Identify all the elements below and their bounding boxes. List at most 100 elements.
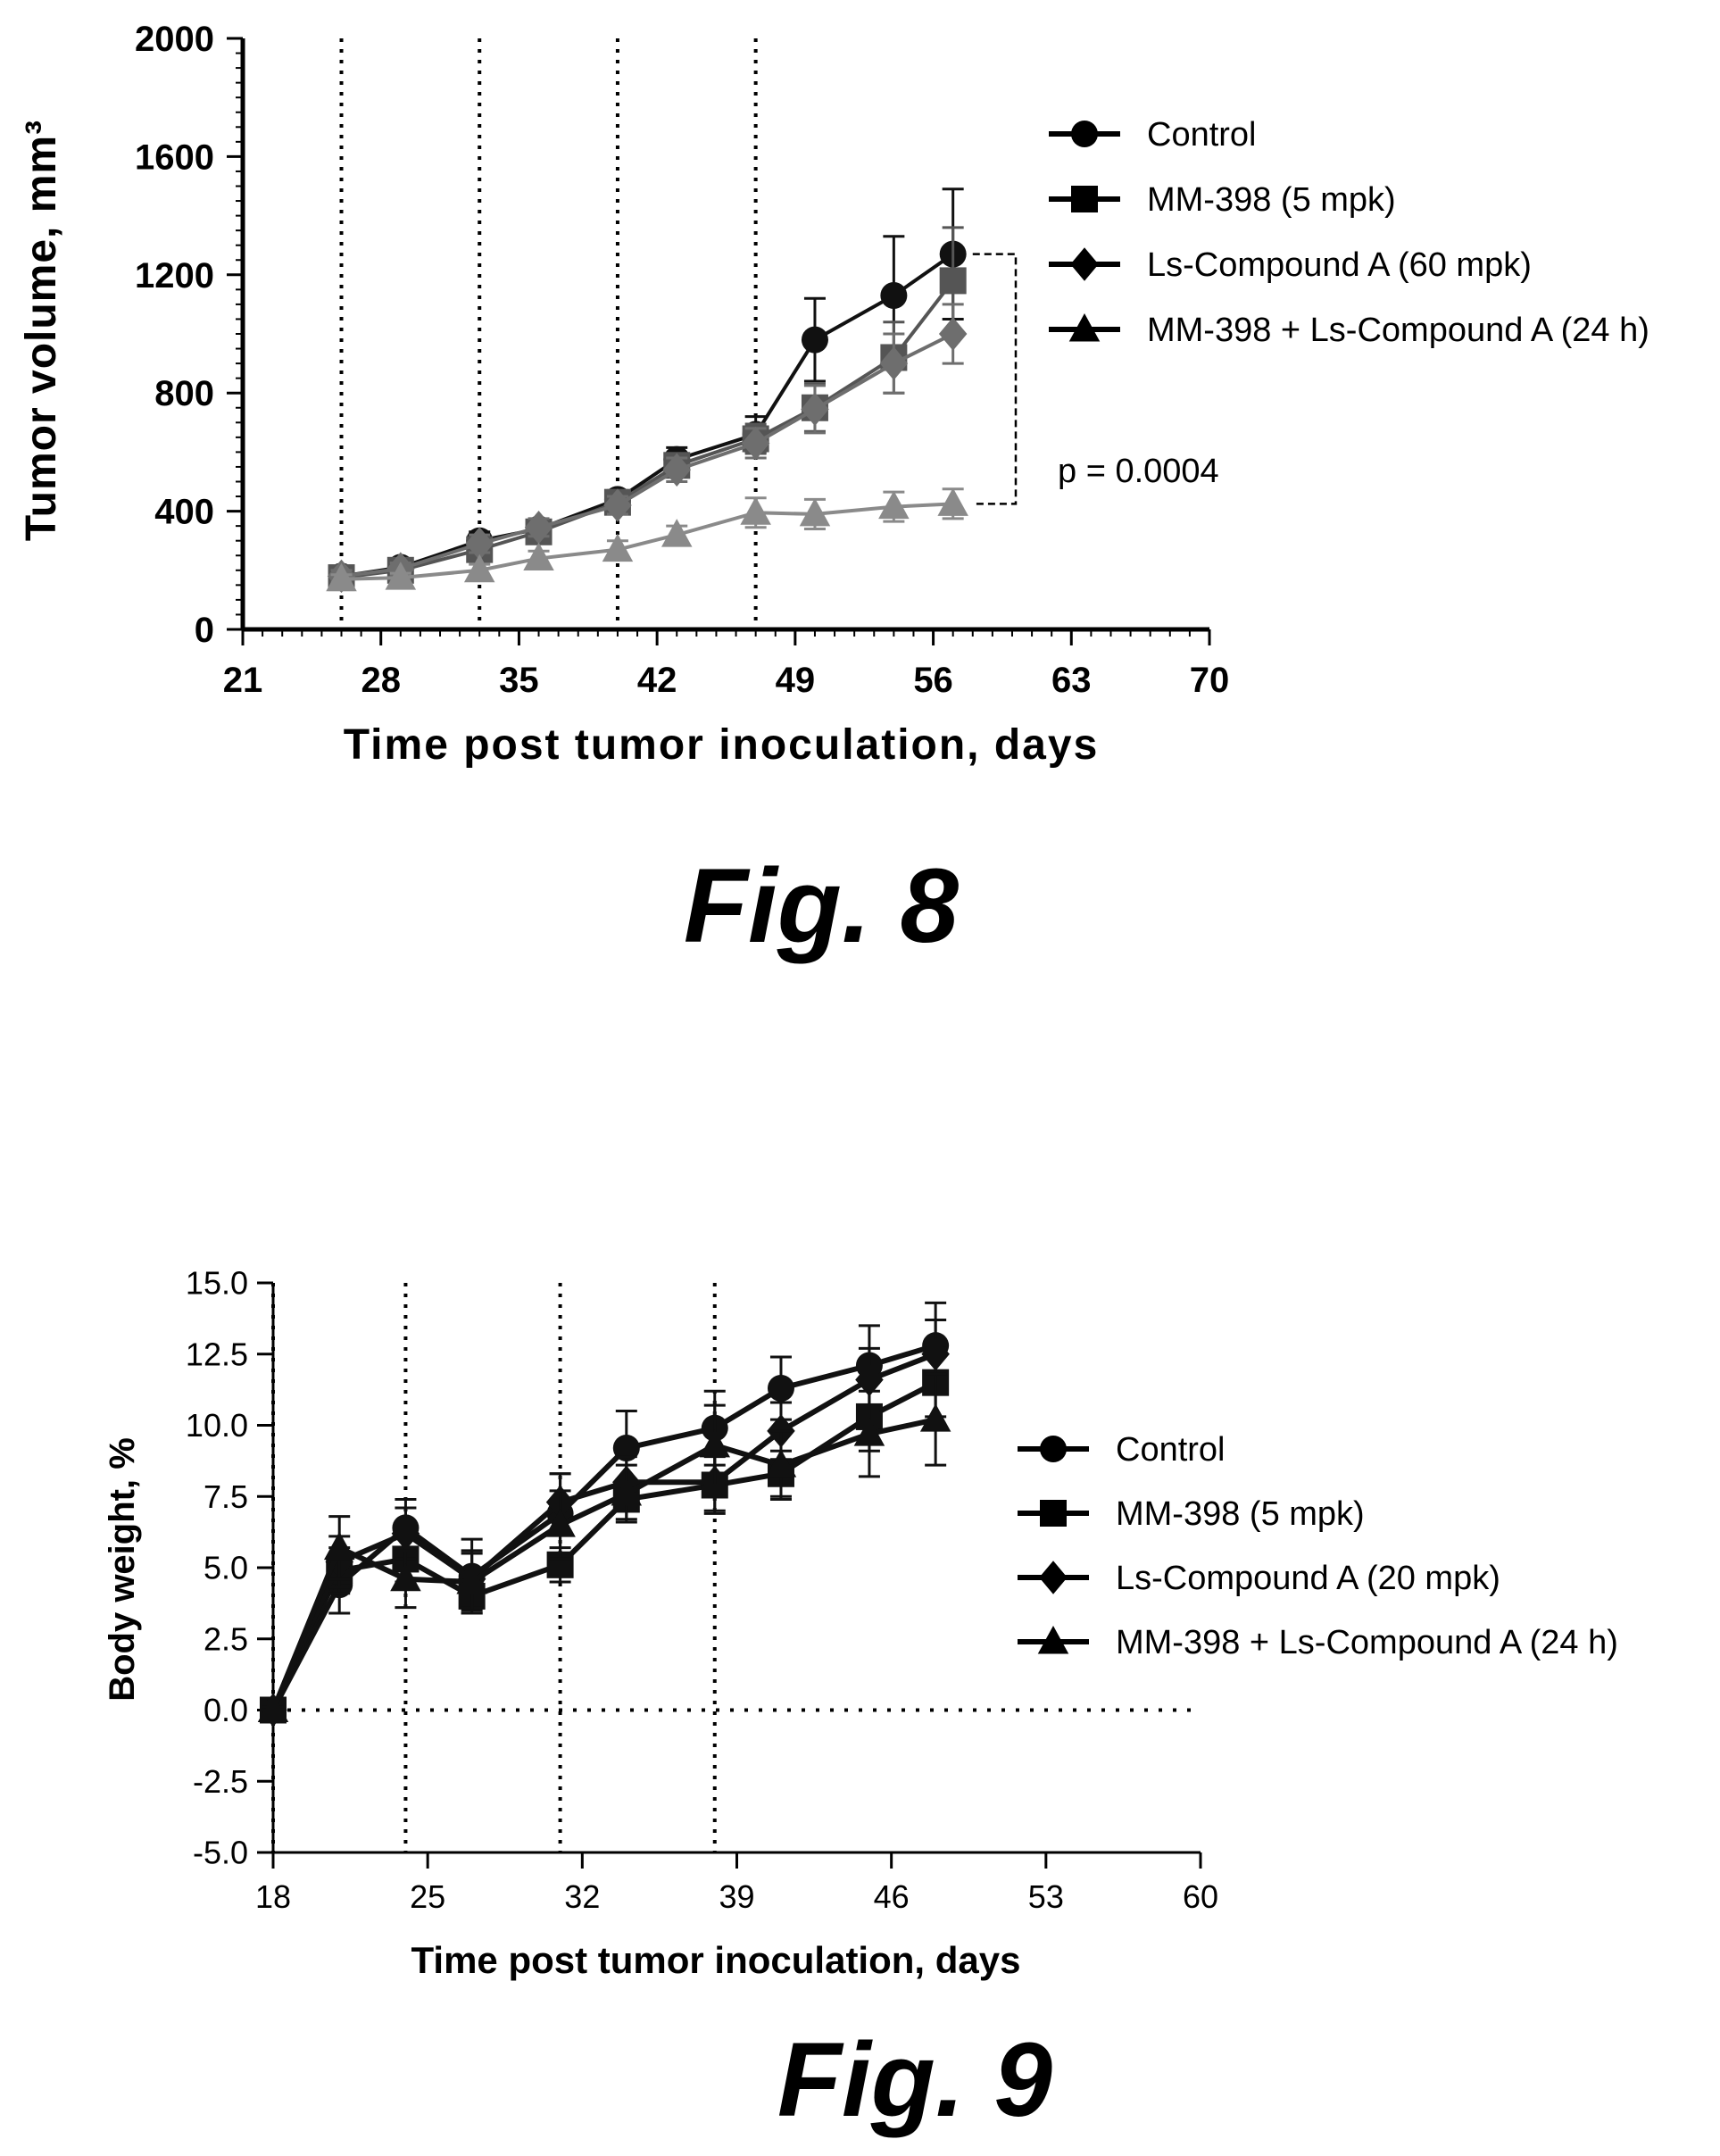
legend-label: Control xyxy=(1116,1431,1226,1469)
x-tick-label: 21 xyxy=(223,661,263,700)
series-line xyxy=(270,1417,936,1711)
data-point xyxy=(391,1516,420,1551)
legend-marker-square xyxy=(1071,186,1098,212)
data-point xyxy=(740,496,771,525)
y-tick-label: 400 xyxy=(154,493,214,532)
legend-label: Ls-Compound A (60 mpk) xyxy=(1147,246,1532,284)
series-3 xyxy=(257,1372,951,1722)
x-tick-label: 32 xyxy=(564,1878,600,1915)
data-point xyxy=(385,562,417,590)
data-point xyxy=(323,1531,355,1561)
legend-marker-triangle xyxy=(1068,313,1101,342)
significance-bracket xyxy=(972,253,1018,505)
data-point xyxy=(937,487,968,516)
y-tick-label: -2.5 xyxy=(193,1763,248,1800)
series-2 xyxy=(327,303,968,594)
x-axis-title: Time post tumor inoculation, days xyxy=(411,1939,1021,1981)
x-tick-label: 56 xyxy=(913,661,953,700)
data-point xyxy=(799,497,831,527)
series-3 xyxy=(326,487,968,592)
data-point xyxy=(853,1418,885,1446)
data-point xyxy=(456,1565,487,1594)
data-point xyxy=(921,1337,950,1371)
legend-label: MM-398 (5 mpk) xyxy=(1147,181,1396,219)
series-1 xyxy=(260,1346,950,1724)
data-point xyxy=(939,267,967,295)
data-point xyxy=(465,527,494,561)
y-tick-label: 1200 xyxy=(135,256,214,296)
legend-label: MM-398 + Ls-Compound A (24 h) xyxy=(1116,1624,1618,1661)
legend-label: MM-398 + Ls-Compound A (24 h) xyxy=(1147,312,1649,349)
x-tick-label: 42 xyxy=(637,661,677,700)
series-line xyxy=(270,1343,937,1711)
legend-marker-triangle xyxy=(1037,1626,1069,1654)
data-point xyxy=(611,1478,643,1506)
data-point xyxy=(603,488,632,522)
y-tick-label: 0.0 xyxy=(204,1692,248,1728)
x-tick-label: 25 xyxy=(410,1878,445,1915)
data-point xyxy=(523,542,554,571)
data-point xyxy=(257,1694,289,1722)
figure-caption: Fig. 9 xyxy=(777,2021,1053,2139)
data-point xyxy=(938,317,968,351)
legend-marker-diamond xyxy=(1070,247,1099,281)
legend-label: Ls-Compound A (20 mpk) xyxy=(1116,1560,1500,1597)
y-tick-label: 15.0 xyxy=(186,1265,248,1302)
y-tick-label: 12.5 xyxy=(186,1336,248,1372)
series-line xyxy=(270,1351,937,1711)
data-point xyxy=(801,326,828,354)
data-point xyxy=(662,453,691,487)
data-point xyxy=(326,562,357,592)
data-point xyxy=(741,426,770,461)
y-axis-title: Body weight, % xyxy=(103,1437,142,1702)
series-line xyxy=(341,279,955,580)
legend-label: MM-398 (5 mpk) xyxy=(1116,1495,1365,1533)
series-line xyxy=(341,332,954,579)
data-point xyxy=(661,519,693,547)
data-point xyxy=(767,1375,794,1403)
y-tick-label: 2.5 xyxy=(204,1620,248,1657)
y-tick-label: 10.0 xyxy=(186,1407,248,1444)
x-tick-label: 46 xyxy=(874,1878,910,1915)
data-point xyxy=(801,392,829,427)
x-tick-label: 49 xyxy=(776,661,816,700)
data-point xyxy=(855,1362,884,1397)
data-point xyxy=(880,281,908,309)
data-point xyxy=(699,1428,731,1458)
x-tick-label: 53 xyxy=(1028,1878,1064,1915)
series-line xyxy=(341,502,953,581)
p-value-annotation: p = 0.0004 xyxy=(1058,453,1219,490)
x-tick-label: 35 xyxy=(499,661,539,700)
data-point xyxy=(765,1449,797,1478)
x-tick-label: 70 xyxy=(1190,661,1230,700)
y-axis-title: Tumor volume, mm³ xyxy=(18,120,65,541)
data-point xyxy=(390,1562,421,1592)
data-point xyxy=(463,554,495,583)
y-tick-label: 7.5 xyxy=(204,1478,248,1515)
legend-label: Control xyxy=(1147,116,1257,154)
y-tick-label: 2000 xyxy=(135,20,214,59)
y-tick-label: 0 xyxy=(195,611,214,650)
y-tick-label: 5.0 xyxy=(204,1550,248,1586)
x-tick-label: 18 xyxy=(255,1878,291,1915)
y-tick-label: 800 xyxy=(154,374,214,413)
data-point xyxy=(879,346,909,380)
y-tick-label: 1600 xyxy=(135,137,214,177)
data-point xyxy=(919,1403,951,1432)
series-0 xyxy=(328,187,967,590)
data-point xyxy=(524,511,553,545)
chart-fig-8: 21 28 35 42 49 56 63 70 0 400 800 1200 1600 2000 Time … xyxy=(18,20,1649,965)
x-tick-label: 60 xyxy=(1183,1878,1218,1915)
data-point xyxy=(602,533,634,562)
legend-marker-circle xyxy=(1071,121,1098,147)
legend-marker-diamond xyxy=(1039,1561,1068,1594)
x-tick-label: 28 xyxy=(361,661,401,700)
series-0 xyxy=(260,1301,950,1724)
legend-marker-circle xyxy=(1040,1436,1067,1462)
chart-fig-9: 18 25 32 39 46 53 60 -5.0 -2.5 0.0 2.5 5.0 7.5 10.0 12… xyxy=(103,1265,1618,2139)
data-point xyxy=(612,1435,640,1462)
series-1 xyxy=(328,226,967,592)
x-tick-label: 39 xyxy=(719,1878,754,1915)
